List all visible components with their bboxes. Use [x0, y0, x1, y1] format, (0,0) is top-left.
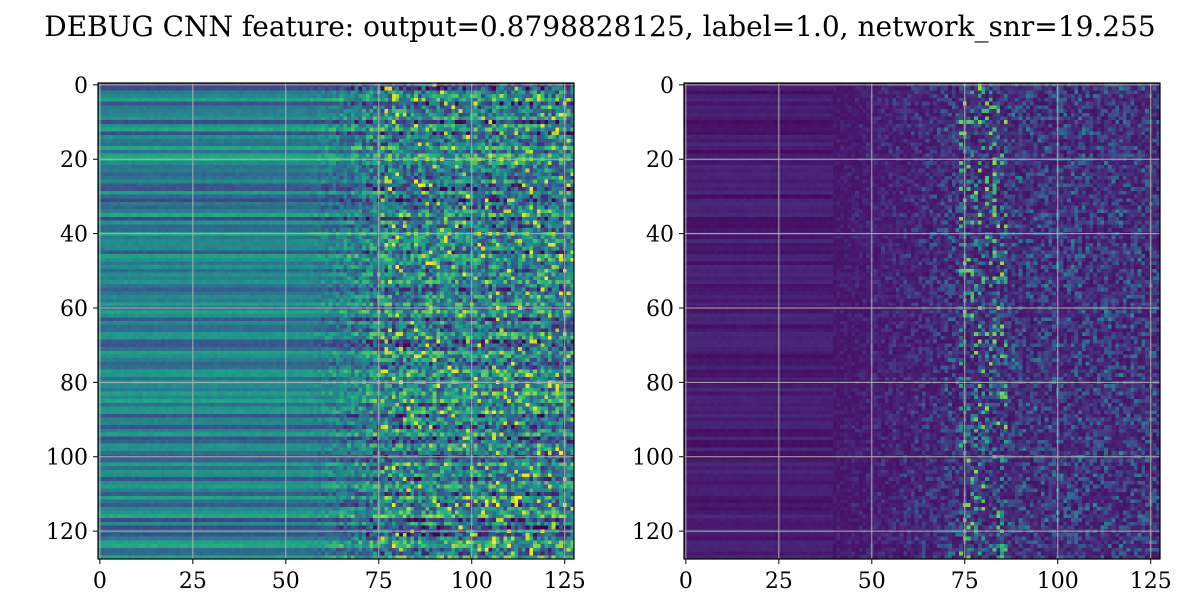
y-tick-label: 120: [46, 520, 88, 545]
x-tick-label: 125: [544, 569, 586, 594]
y-tick-label: 20: [646, 148, 674, 173]
y-tick-label: 60: [60, 297, 88, 322]
x-tick-label: 50: [858, 569, 886, 594]
x-tick-label: 100: [1037, 569, 1079, 594]
heatmap-panel-left: 0 25 50 75 100 125 0 20 40 60 80 100 120: [46, 74, 586, 594]
heatmap-panel-right: 0 25 50 75 100 125 0 20 40 60 80 100 120: [632, 74, 1172, 594]
x-tick-label: 75: [365, 569, 393, 594]
x-tick-label: 125: [1130, 569, 1172, 594]
y-tick-label: 100: [46, 446, 88, 471]
y-tick-label: 80: [646, 371, 674, 396]
y-tick-label: 120: [632, 520, 674, 545]
x-tick-label: 50: [272, 569, 300, 594]
y-tick-label: 100: [632, 446, 674, 471]
y-tick-label: 80: [60, 371, 88, 396]
heatmap-image: [684, 83, 1160, 559]
axes-frame: [97, 82, 575, 560]
y-tick-label: 20: [60, 148, 88, 173]
y-tick-label: 60: [646, 297, 674, 322]
x-tick-label: 0: [679, 569, 693, 594]
x-tick-label: 25: [179, 569, 207, 594]
x-tick-label: 75: [951, 569, 979, 594]
x-tick-label: 0: [93, 569, 107, 594]
x-tick-label: 100: [451, 569, 493, 594]
y-tick-label: 0: [74, 74, 88, 99]
y-tick-label: 40: [646, 223, 674, 248]
axes-frame: [683, 82, 1161, 560]
figure-title: DEBUG CNN feature: output=0.8798828125, …: [44, 10, 1156, 43]
x-tick-label: 25: [765, 569, 793, 594]
y-tick-label: 0: [660, 74, 674, 99]
y-tick-label: 40: [60, 223, 88, 248]
heatmap-image: [98, 83, 574, 559]
